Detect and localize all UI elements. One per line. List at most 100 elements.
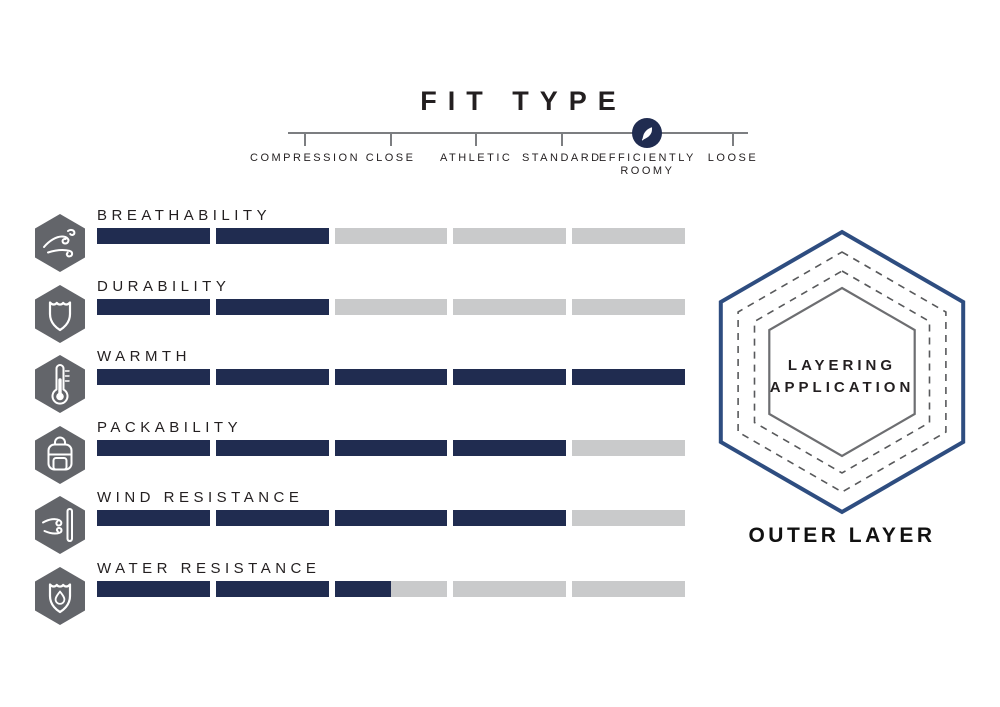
- attribute-label: WIND RESISTANCE: [97, 489, 304, 506]
- breathability-wind-icon: [35, 214, 85, 272]
- rating-segment: [215, 298, 329, 315]
- packability-backpack-icon: [35, 425, 85, 484]
- rating-segment-fill: [215, 510, 329, 526]
- attribute-row: WARMTH: [30, 348, 690, 414]
- rating-segment-fill: [215, 369, 329, 385]
- dashed-hexagon-outline: [737, 251, 947, 493]
- rating-segment-fill: [453, 369, 567, 385]
- layering-diagram: LAYERING APPLICATION OUTER LAYER: [717, 227, 967, 557]
- rating-segment: [97, 228, 210, 244]
- fit-scale-tick: [475, 133, 478, 146]
- rating-bar: [97, 369, 685, 385]
- fit-scale-option-label: EFFICIENTLY ROOMY: [598, 152, 696, 177]
- fit-type-title: FIT TYPE: [420, 86, 627, 116]
- rating-segment: [97, 369, 210, 385]
- nested-hexagons-graphic: [718, 229, 966, 515]
- fit-scale-option-label: STANDARD: [521, 152, 602, 164]
- rating-bar: [97, 510, 685, 526]
- layering-caption: OUTER LAYER: [748, 524, 936, 547]
- rating-segment: [453, 228, 567, 244]
- attribute-rows: BREATHABILITY DURABILITY WARMTH PACKABILITY…: [30, 207, 690, 627]
- layering-center-label: LAYERING APPLICATION: [717, 355, 967, 399]
- layering-label-line1: LAYERING: [787, 357, 897, 374]
- attribute-row: DURABILITY: [30, 278, 690, 344]
- rating-segment: [572, 439, 685, 456]
- rating-segment-fill: [572, 369, 685, 385]
- rating-segment-fill: [97, 580, 210, 597]
- rating-bar: [97, 439, 685, 456]
- rating-segment-fill: [215, 439, 329, 456]
- rating-segment: [334, 510, 448, 526]
- rating-segment-fill: [97, 228, 210, 244]
- rating-segment-fill: [334, 369, 448, 385]
- rating-segment: [572, 369, 685, 385]
- rating-segment: [215, 439, 329, 456]
- fit-scale-tick: [389, 133, 392, 146]
- rating-segment: [334, 369, 448, 385]
- rating-segment: [97, 439, 210, 456]
- attribute-row: WIND RESISTANCE: [30, 489, 690, 555]
- rating-segment-fill: [97, 369, 210, 385]
- rating-segment: [97, 510, 210, 526]
- attribute-label: BREATHABILITY: [97, 207, 272, 224]
- fit-scale-tick: [732, 133, 734, 146]
- rating-bar: [97, 298, 685, 315]
- rating-segment: [215, 510, 329, 526]
- rating-segment-fill: [97, 298, 210, 315]
- rating-segment: [572, 510, 685, 526]
- fit-type-scale-line: [288, 132, 748, 134]
- fit-scale-option-label: LOOSE: [707, 152, 759, 164]
- durability-shield-icon: [35, 284, 85, 343]
- rating-segment: [453, 298, 567, 315]
- rating-segment-fill: [215, 298, 329, 315]
- fit-selected-marker: [632, 118, 663, 148]
- attribute-row: PACKABILITY: [30, 419, 690, 485]
- rating-segment: [572, 228, 685, 244]
- rating-segment: [453, 439, 567, 456]
- fit-scale-option-label: CLOSE: [365, 152, 416, 164]
- rating-segment-fill: [334, 510, 448, 526]
- fit-scale-tick: [304, 133, 306, 146]
- rating-segment: [97, 298, 210, 315]
- attribute-row: WATER RESISTANCE: [30, 560, 690, 626]
- rating-segment: [97, 580, 210, 597]
- rating-segment: [453, 510, 567, 526]
- fit-type-section: FIT TYPE COMPRESSION CLOSE ATHLETIC STANDAR…: [250, 86, 756, 177]
- layering-label-line2: APPLICATION: [769, 379, 915, 396]
- wind-resistance-icon: [35, 496, 85, 554]
- attribute-label: WATER RESISTANCE: [97, 559, 321, 577]
- attribute-label: WARMTH: [97, 348, 191, 365]
- rating-segment: [572, 580, 685, 597]
- rating-segment: [334, 580, 448, 597]
- rating-segment: [453, 580, 567, 597]
- rating-segment-fill: [334, 439, 448, 456]
- rating-segment-fill: [453, 510, 567, 526]
- fit-scale-option-label: ATHLETIC: [440, 152, 513, 164]
- attribute-label: PACKABILITY: [97, 418, 243, 436]
- rating-segment: [334, 298, 448, 315]
- rating-segment: [334, 228, 448, 244]
- rating-segment-fill: [97, 439, 210, 456]
- rating-segment-fill: [215, 580, 329, 597]
- rating-bar: [97, 228, 685, 244]
- outer-hexagon-outline: [718, 229, 966, 515]
- rating-segment: [334, 439, 448, 456]
- rating-segment-fill: [453, 439, 567, 456]
- rating-segment-fill: [97, 510, 210, 526]
- attribute-row: BREATHABILITY: [30, 207, 690, 273]
- rating-segment: [572, 298, 685, 315]
- warmth-thermometer-icon: [35, 355, 85, 413]
- rating-segment: [215, 369, 329, 385]
- fit-scale-tick: [560, 133, 563, 146]
- rating-segment: [453, 369, 567, 385]
- rating-segment-fill: [334, 580, 391, 597]
- rating-segment: [215, 580, 329, 597]
- attribute-label: DURABILITY: [97, 277, 231, 295]
- fit-scale-option-label: COMPRESSION: [250, 152, 361, 164]
- feather-icon: [641, 126, 652, 140]
- water-resistance-shield-drop-icon: [35, 566, 85, 625]
- dashed-hexagon-outline: [753, 270, 931, 474]
- rating-bar: [97, 580, 685, 597]
- rating-segment: [215, 228, 329, 244]
